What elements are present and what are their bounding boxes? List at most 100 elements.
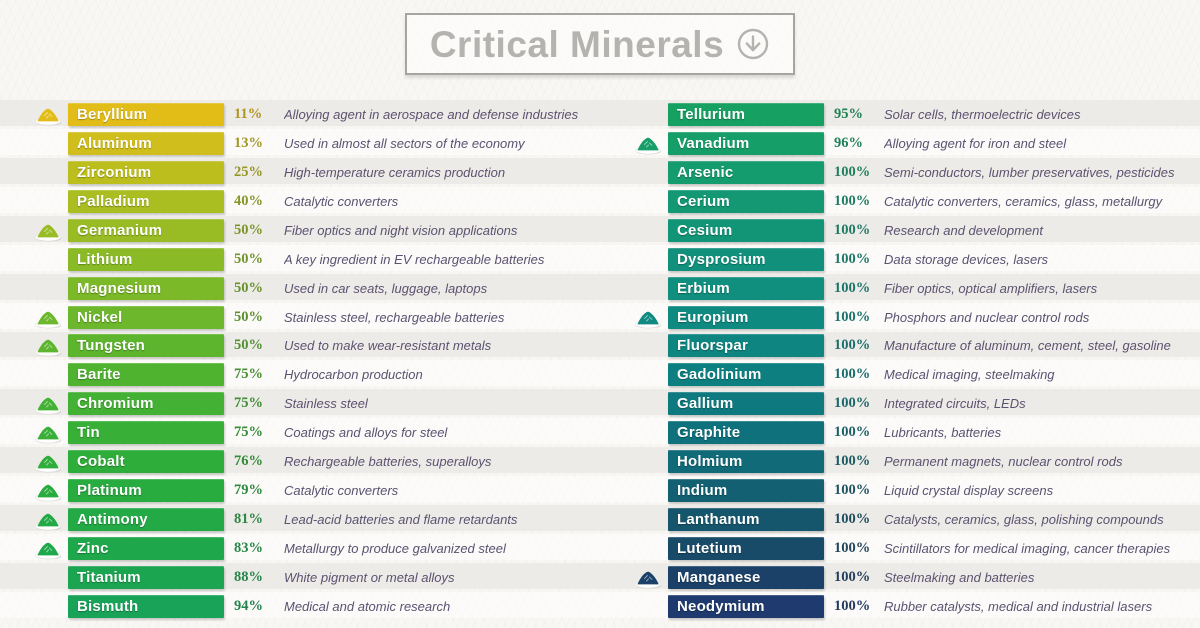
mineral-icon-slot xyxy=(0,450,68,473)
mineral-name: Antimony xyxy=(77,511,148,529)
mineral-use: Coatings and alloys for steel xyxy=(284,425,448,441)
mineral-name-bar: Magnesium xyxy=(68,276,224,300)
mineral-row: Tungsten 50% Used to make wear-resistant m… xyxy=(0,331,1200,361)
mineral-name: Tin xyxy=(77,424,100,442)
mineral-entry: Cesium 100% Research and development xyxy=(600,216,1200,245)
mineral-pile-icon xyxy=(35,542,61,560)
mineral-use: Integrated circuits, LEDs xyxy=(884,396,1026,412)
mineral-entry: Titanium 88% White pigment or metal alloys xyxy=(0,563,600,592)
mineral-name-bar: Cobalt xyxy=(68,450,224,474)
mineral-use: Research and development xyxy=(884,222,1043,238)
mineral-row: Tin 75% Coatings and alloys for steel Graph… xyxy=(0,418,1200,447)
mineral-row: Barite 75% Hydrocarbon production Gadoliniu… xyxy=(0,360,1200,389)
mineral-entry: Arsenic 100% Semi-conductors, lumber prese… xyxy=(600,158,1200,187)
mineral-use: Permanent magnets, nuclear control rods xyxy=(884,454,1123,470)
mineral-percent: 83% xyxy=(234,540,263,557)
mineral-entry: Gallium 100% Integrated circuits, LEDs xyxy=(600,389,1200,418)
mineral-percent: 100% xyxy=(834,279,871,296)
mineral-percent: 75% xyxy=(234,395,263,412)
mineral-entry: Zirconium 25% High-temperature ceramics pr… xyxy=(0,158,600,187)
mineral-name: Manganese xyxy=(677,568,761,586)
mineral-use: Liquid crystal display screens xyxy=(884,483,1054,499)
mineral-pile-icon xyxy=(35,484,61,502)
mineral-icon-slot xyxy=(0,103,68,126)
mineral-use: Alloying agent in aerospace and defense … xyxy=(284,106,579,122)
mineral-percent: 88% xyxy=(234,568,263,585)
mineral-row: Palladium 40% Catalytic converters Cerium 10… xyxy=(0,186,1200,216)
mineral-name-bar: Tin xyxy=(68,421,224,445)
mineral-icon-slot xyxy=(0,537,68,560)
mineral-percent: 100% xyxy=(834,308,871,325)
mineral-pile-icon xyxy=(35,224,61,242)
mineral-use: Medical and atomic research xyxy=(284,598,451,614)
mineral-use: Used in almost all sectors of the econom… xyxy=(284,135,525,151)
mineral-percent: 81% xyxy=(234,511,263,528)
mineral-name-bar: Gadolinium xyxy=(668,363,824,387)
mineral-name: Palladium xyxy=(77,192,150,210)
mineral-percent: 100% xyxy=(834,395,871,412)
mineral-percent: 13% xyxy=(234,134,263,151)
mineral-percent: 50% xyxy=(234,308,263,325)
mineral-percent: 100% xyxy=(834,482,871,499)
mineral-name-bar: Cesium xyxy=(668,218,824,242)
mineral-name: Fluorspar xyxy=(677,337,748,355)
mineral-percent: 76% xyxy=(234,453,263,470)
mineral-entry: Nickel 50% Stainless steel, rechargeable b… xyxy=(0,303,600,332)
mineral-use: Hydrocarbon production xyxy=(284,367,423,383)
mineral-name: Tellurium xyxy=(677,105,746,123)
mineral-use: Rechargeable batteries, superalloys xyxy=(284,454,492,470)
mineral-name: Graphite xyxy=(677,424,741,442)
mineral-name: Chromium xyxy=(77,395,154,413)
mineral-entry: Europium 100% Phosphors and nuclear contro… xyxy=(600,303,1200,332)
mineral-use: Fiber optics, optical amplifiers, lasers xyxy=(884,280,1098,296)
mineral-entry: Graphite 100% Lubricants, batteries xyxy=(600,418,1200,447)
mineral-name-bar: Antimony xyxy=(68,508,224,532)
mineral-entry: Lanthanum 100% Catalysts, ceramics, glass,… xyxy=(600,505,1200,534)
mineral-row: Titanium 88% White pigment or metal alloys… xyxy=(0,563,1200,592)
mineral-use: A key ingredient in EV rechargeable batt… xyxy=(284,251,545,267)
mineral-name-bar: Tellurium xyxy=(668,102,824,126)
mineral-name-bar: Holmium xyxy=(668,450,824,474)
mineral-icon-slot xyxy=(0,306,68,329)
mineral-name-bar: Zirconium xyxy=(68,160,224,184)
mineral-use: Metallurgy to produce galvanized steel xyxy=(284,541,506,557)
mineral-percent: 100% xyxy=(834,366,871,383)
mineral-name: Magnesium xyxy=(77,279,162,297)
mineral-name: Dysprosium xyxy=(677,250,766,268)
mineral-name-bar: Graphite xyxy=(668,421,824,445)
mineral-percent: 50% xyxy=(234,221,263,238)
mineral-icon-slot xyxy=(0,479,68,502)
mineral-icon-slot xyxy=(0,508,68,531)
mineral-use: Semi-conductors, lumber preservatives, p… xyxy=(884,164,1175,180)
mineral-name: Tungsten xyxy=(77,337,145,355)
mineral-name: Lutetium xyxy=(677,540,742,558)
mineral-name-bar: Dysprosium xyxy=(668,247,824,271)
mineral-percent: 100% xyxy=(834,540,871,557)
mineral-name: Erbium xyxy=(677,279,730,297)
mineral-percent: 100% xyxy=(834,568,871,585)
mineral-percent: 95% xyxy=(834,105,863,122)
mineral-icon-slot xyxy=(600,306,668,329)
mineral-pile-icon xyxy=(35,427,61,444)
mineral-entry: Barite 75% Hydrocarbon production xyxy=(0,360,600,389)
mineral-pile-icon xyxy=(35,456,61,473)
mineral-use: Used to make wear-resistant metals xyxy=(284,338,492,354)
mineral-percent: 11% xyxy=(234,105,263,122)
mineral-name-bar: Bismuth xyxy=(68,594,224,618)
mineral-percent: 40% xyxy=(234,192,263,209)
mineral-use: Lubricants, batteries xyxy=(884,425,1002,441)
mineral-entry: Tellurium 95% Solar cells, thermoelectric … xyxy=(600,100,1200,129)
mineral-row: Germanium 50% Fiber optics and night visio… xyxy=(0,215,1200,245)
mineral-entry: Beryllium 11% Alloying agent in aerospace … xyxy=(0,100,600,129)
mineral-entry: Aluminum 13% Used in almost all sectors of… xyxy=(0,129,600,158)
mineral-name-bar: Aluminum xyxy=(68,131,224,155)
mineral-icon-slot xyxy=(0,392,68,415)
mineral-icon-slot xyxy=(0,219,68,242)
mineral-name-bar: Chromium xyxy=(68,392,224,416)
mineral-name: Gadolinium xyxy=(677,366,762,384)
mineral-entry: Fluorspar 100% Manufacture of aluminum, ce… xyxy=(600,332,1200,361)
mineral-use: Alloying agent for iron and steel xyxy=(884,135,1067,151)
mineral-name: Beryllium xyxy=(77,105,148,123)
down-arrow-icon xyxy=(737,28,769,60)
